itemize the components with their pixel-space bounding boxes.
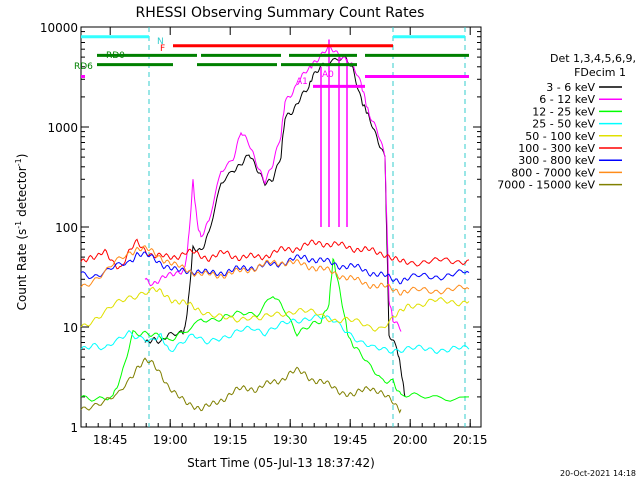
legend-label: 3 - 6 keV xyxy=(546,81,595,94)
flag-label: RD0 xyxy=(106,51,125,61)
legend-header-line2: FDecim 1 xyxy=(574,66,626,79)
x-tick-label: 19:15 xyxy=(213,433,248,447)
series-line-25-50-kev xyxy=(80,314,470,355)
x-tick-label: 18:45 xyxy=(93,433,128,447)
legend-label: 800 - 7000 keV xyxy=(511,166,595,179)
y-axis-label: Count Rate (s-1 detector-1) xyxy=(14,154,29,311)
y-tick-label: 1000 xyxy=(47,121,78,135)
series-line-6-12-kev xyxy=(144,44,402,332)
flag-label: RD6 xyxy=(74,62,93,72)
series-line-300-800-kev xyxy=(80,251,470,285)
legend-label: 6 - 12 keV xyxy=(539,93,595,106)
series-line-100-300-kev xyxy=(80,238,470,270)
x-tick-label: 19:45 xyxy=(333,433,368,447)
series-line-3-6-kev xyxy=(144,55,406,398)
x-tick-label: 19:30 xyxy=(273,433,308,447)
y-tick-label: 1 xyxy=(70,421,78,435)
x-axis-label: Start Time (05-Jul-13 18:37:42) xyxy=(187,456,375,470)
y-tick-label: 100 xyxy=(55,221,78,235)
series-line-800-7000-kev xyxy=(80,245,470,296)
legend-label: 12 - 25 keV xyxy=(532,105,595,118)
x-tick-label: 20:15 xyxy=(453,433,488,447)
series-line-7000-15000-kev xyxy=(80,357,402,414)
series-line-50-100-kev xyxy=(80,286,470,332)
legend-label: 7000 - 15000 keV xyxy=(497,179,595,192)
y-tick-label: 10000 xyxy=(40,21,78,35)
flag-label: A1 xyxy=(296,77,308,87)
legend-header-line1: Det 1,3,4,5,6,9, xyxy=(550,52,636,65)
y-tick-label: 10 xyxy=(63,321,78,335)
legend-label: 50 - 100 keV xyxy=(525,130,595,143)
x-tick-label: 19:00 xyxy=(153,433,188,447)
plot-area: 1 10 100 1000 10000 18:45 19:00 19:15 19:30 19:45… xyxy=(40,21,488,447)
flag-label: N xyxy=(157,37,164,47)
flag-label: F xyxy=(160,44,165,54)
legend-label: 100 - 300 keV xyxy=(518,142,595,155)
legend-label: 300 - 800 keV xyxy=(518,154,595,167)
footer-date: 20-Oct-2021 14:18 xyxy=(560,469,636,478)
legend-label: 25 - 50 keV xyxy=(532,118,595,131)
flag-label: A0 xyxy=(322,70,334,80)
x-tick-label: 20:00 xyxy=(393,433,428,447)
chart-title: RHESSI Observing Summary Count Rates xyxy=(136,5,425,21)
